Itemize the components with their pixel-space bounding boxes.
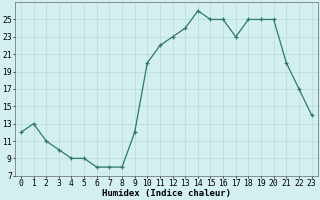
X-axis label: Humidex (Indice chaleur): Humidex (Indice chaleur) [102,189,231,198]
